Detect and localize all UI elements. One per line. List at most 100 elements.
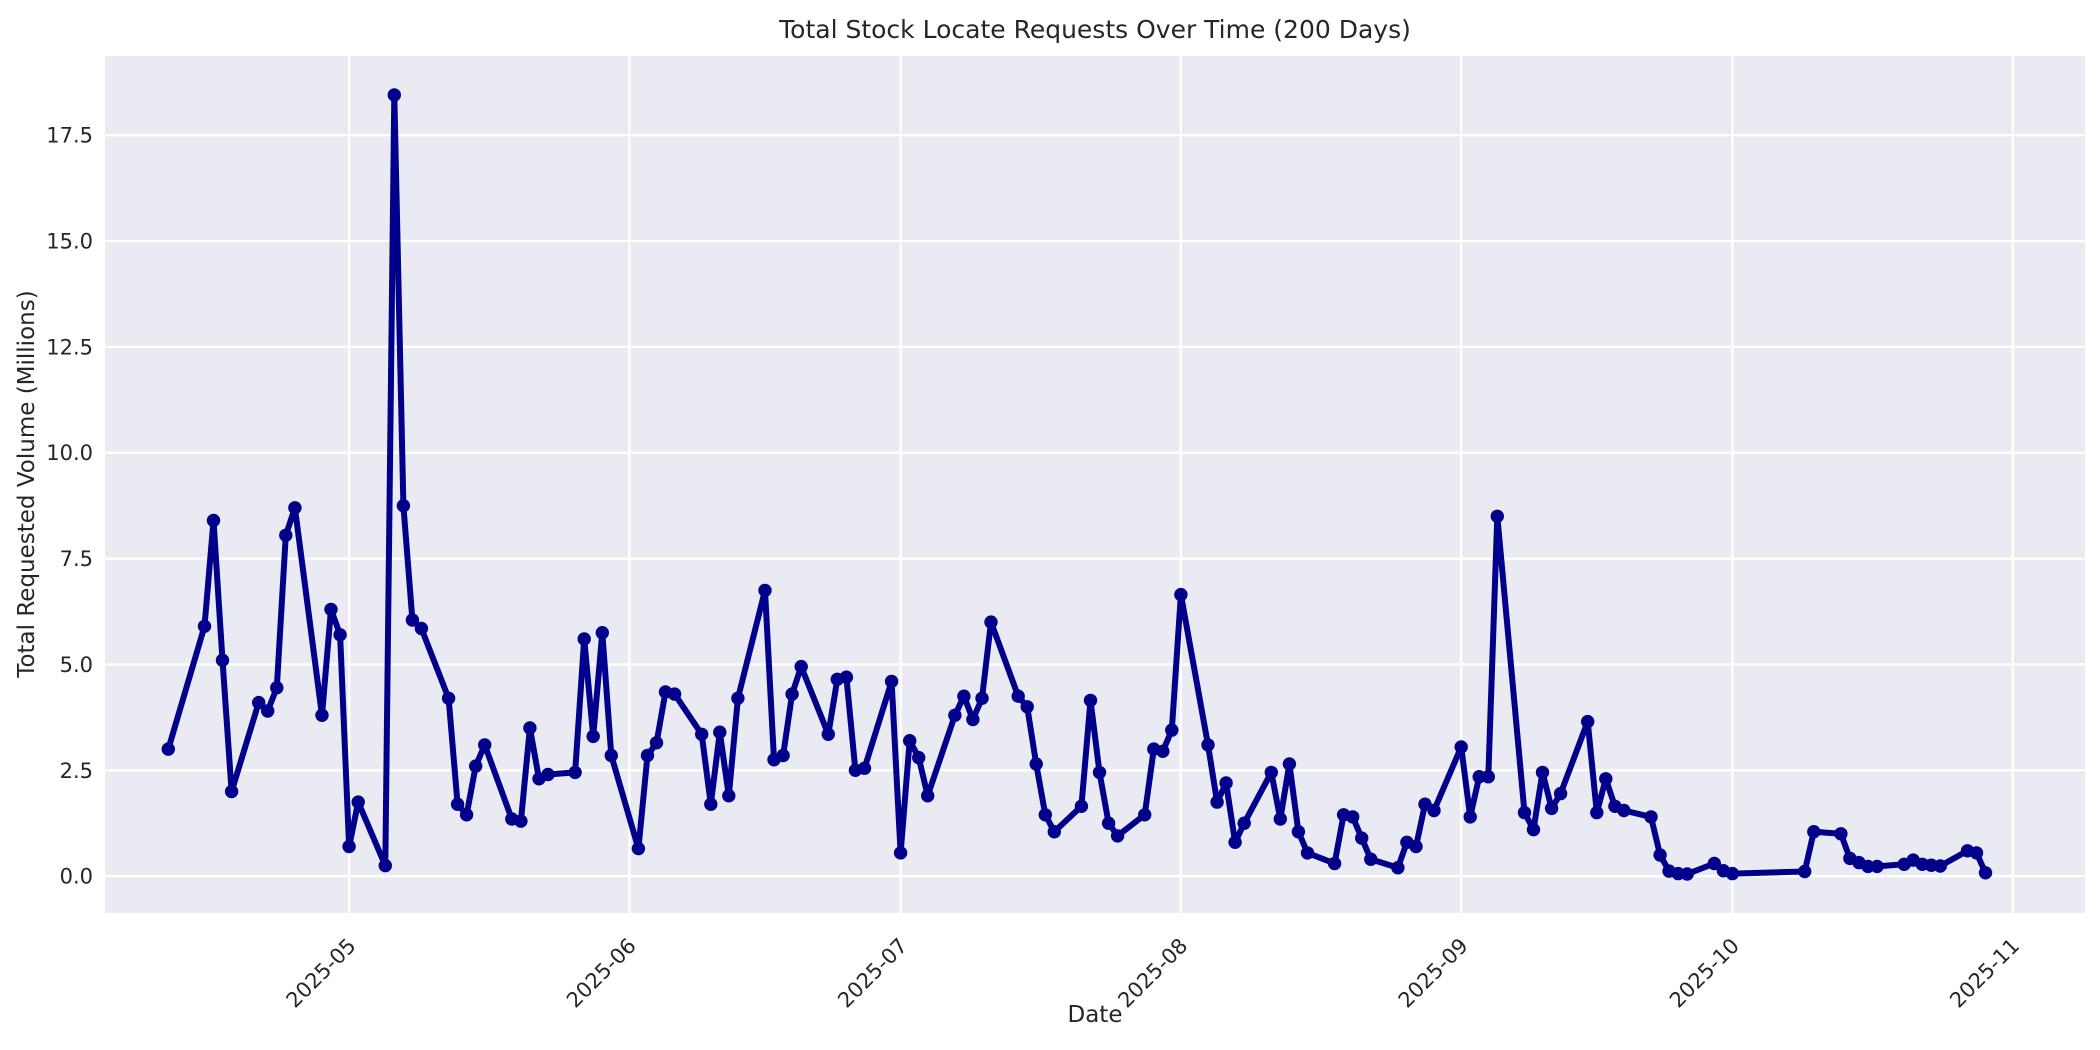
- data-point: [785, 687, 799, 701]
- data-point: [261, 704, 275, 718]
- data-point: [1978, 866, 1993, 880]
- data-series: [161, 88, 1993, 881]
- data-point: [541, 767, 555, 782]
- data-point: [224, 784, 239, 799]
- data-point: [713, 725, 727, 739]
- data-point: [1101, 816, 1116, 830]
- data-point: [839, 670, 854, 684]
- data-point: [640, 748, 655, 763]
- data-point: [1707, 856, 1722, 871]
- data-point: [252, 695, 266, 710]
- data-point: [1029, 757, 1043, 771]
- data-point: [1544, 801, 1559, 816]
- data-point: [378, 858, 392, 873]
- y-axis-tick-labels: 0.0 2.5 5.0 7.5 10.0 12.5 15.0 17.5: [46, 124, 93, 889]
- data-point: [1454, 740, 1468, 754]
- data-point: [1553, 786, 1568, 801]
- data-point: [704, 797, 718, 811]
- data-point: [586, 729, 600, 744]
- x-tick-label: 2025-07: [833, 934, 912, 1013]
- data-point: [342, 839, 356, 854]
- data-point: [441, 691, 456, 705]
- data-point: [903, 734, 917, 748]
- data-point: [396, 499, 411, 513]
- y-tick-label: 12.5: [46, 335, 93, 359]
- data-point: [776, 748, 790, 763]
- data-point: [1581, 714, 1595, 729]
- data-point: [1219, 776, 1233, 790]
- data-point: [1653, 848, 1667, 862]
- data-point: [1409, 839, 1423, 854]
- data-point: [1273, 812, 1288, 826]
- y-tick-label: 0.0: [60, 865, 93, 889]
- data-point: [1110, 829, 1125, 843]
- data-point: [758, 583, 772, 598]
- data-point: [1327, 856, 1342, 871]
- x-tick-label: 2025-05: [282, 934, 361, 1013]
- data-point: [731, 691, 745, 705]
- data-point: [333, 628, 347, 642]
- data-point: [1391, 861, 1405, 875]
- data-point: [1038, 808, 1053, 822]
- data-point: [1481, 770, 1496, 784]
- data-point: [1228, 835, 1242, 849]
- data-point: [1174, 587, 1188, 602]
- data-point: [514, 814, 528, 828]
- data-point: [1526, 822, 1541, 837]
- data-point: [984, 615, 998, 629]
- data-point: [1364, 852, 1378, 866]
- data-point: [1517, 805, 1532, 820]
- data-point: [324, 602, 338, 617]
- data-point: [722, 789, 736, 803]
- data-point: [857, 761, 872, 775]
- data-point: [1427, 803, 1441, 818]
- y-tick-label: 17.5: [46, 124, 93, 148]
- data-point: [957, 689, 971, 703]
- data-point: [450, 797, 465, 811]
- data-point: [948, 708, 962, 722]
- y-tick-label: 15.0: [46, 230, 93, 254]
- data-point: [975, 691, 989, 705]
- data-point: [568, 765, 582, 780]
- data-point: [1463, 810, 1477, 824]
- data-point: [1933, 859, 1948, 873]
- data-point: [1264, 765, 1279, 780]
- data-point: [821, 727, 835, 741]
- data-point: [604, 748, 618, 763]
- data-point: [1282, 757, 1297, 771]
- data-point: [794, 659, 808, 674]
- data-point: [921, 789, 935, 803]
- data-point: [1617, 803, 1631, 818]
- x-axis-tick-labels: 2025-05 2025-06 2025-07 2025-08 2025-09 2025-…: [282, 934, 2025, 1013]
- data-point: [631, 841, 646, 856]
- data-point: [1346, 810, 1360, 824]
- data-point: [695, 727, 709, 741]
- data-point: [387, 88, 401, 102]
- data-point: [351, 795, 365, 809]
- data-point: [1138, 808, 1152, 822]
- data-point: [1355, 831, 1369, 845]
- x-axis-label: Date: [1068, 1002, 1123, 1028]
- data-point: [1490, 509, 1505, 523]
- data-point: [215, 653, 230, 667]
- data-point: [1870, 859, 1884, 874]
- data-point: [1074, 799, 1089, 813]
- data-point: [912, 750, 926, 765]
- data-point: [1291, 825, 1306, 839]
- data-point: [469, 759, 483, 773]
- data-point: [1047, 825, 1062, 839]
- data-point: [966, 712, 980, 727]
- data-point: [1798, 864, 1812, 879]
- data-point: [577, 632, 591, 646]
- data-point: [315, 708, 329, 722]
- data-point: [1807, 825, 1821, 839]
- vertical-gridlines: [347, 56, 2014, 913]
- data-point: [478, 738, 492, 752]
- data-point: [197, 619, 212, 633]
- data-point: [1156, 744, 1170, 758]
- x-tick-label: 2025-10: [1665, 934, 1744, 1013]
- data-point: [288, 501, 302, 515]
- data-point: [893, 846, 908, 860]
